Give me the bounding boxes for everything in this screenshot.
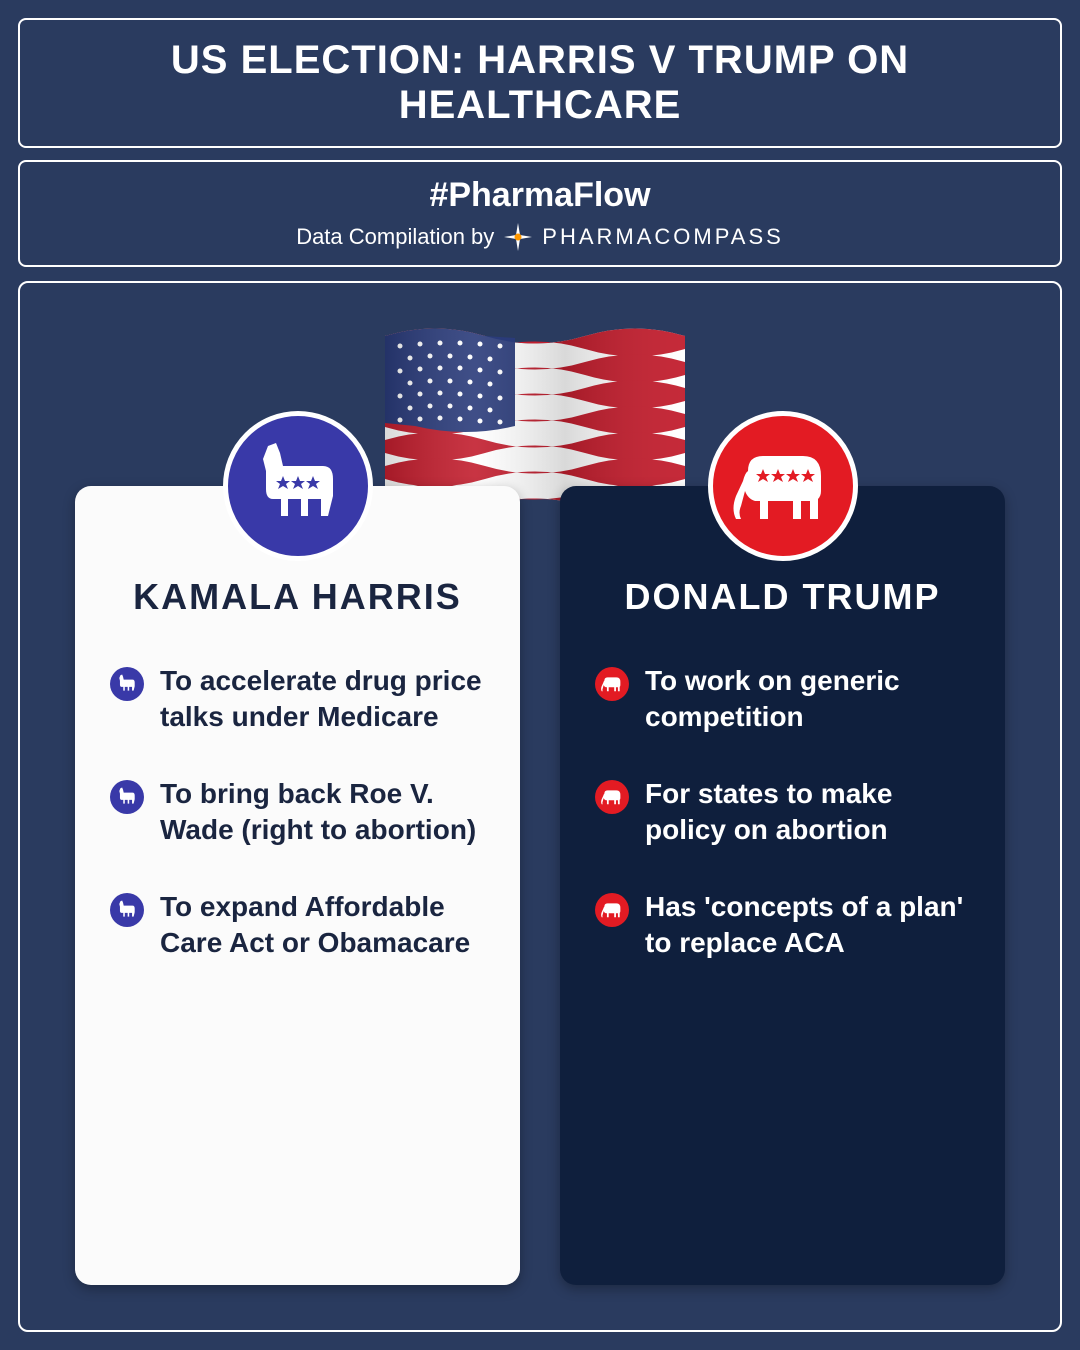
content-box: KAMALA HARRIS To accelerate drug price t… — [18, 281, 1062, 1332]
point-text: Has 'concepts of a plan' to replace ACA — [645, 889, 970, 962]
elephant-icon — [733, 441, 833, 531]
point-text: To expand Affordable Care Act or Obamaca… — [160, 889, 485, 962]
subtitle-bar: #PharmaFlow Data Compilation by PHARMACO… — [18, 160, 1062, 267]
list-item: To accelerate drug price talks under Med… — [110, 663, 485, 736]
trump-name: DONALD TRUMP — [595, 576, 970, 618]
point-text: For states to make policy on abortion — [645, 776, 970, 849]
point-text: To work on generic competition — [645, 663, 970, 736]
point-text: To accelerate drug price talks under Med… — [160, 663, 485, 736]
byline-prefix: Data Compilation by — [296, 224, 494, 250]
donkey-bullet-icon — [110, 667, 144, 701]
trump-points: To work on generic competition For state… — [595, 663, 970, 961]
comparison-cards: KAMALA HARRIS To accelerate drug price t… — [75, 486, 1005, 1285]
trump-card: DONALD TRUMP To work on generic competit… — [560, 486, 1005, 1285]
elephant-bullet-icon — [595, 667, 629, 701]
donkey-bullet-icon — [110, 893, 144, 927]
list-item: To bring back Roe V. Wade (right to abor… — [110, 776, 485, 849]
donkey-bullet-icon — [110, 780, 144, 814]
elephant-bullet-icon — [595, 893, 629, 927]
point-text: To bring back Roe V. Wade (right to abor… — [160, 776, 485, 849]
list-item: To work on generic competition — [595, 663, 970, 736]
compass-icon — [504, 223, 532, 251]
title-bar: US ELECTION: HARRIS V TRUMP ON HEALTHCAR… — [18, 18, 1062, 148]
list-item: Has 'concepts of a plan' to replace ACA — [595, 889, 970, 962]
republican-badge — [708, 411, 858, 561]
elephant-bullet-icon — [595, 780, 629, 814]
list-item: For states to make policy on abortion — [595, 776, 970, 849]
page-title: US ELECTION: HARRIS V TRUMP ON HEALTHCAR… — [38, 38, 1042, 128]
brand-name: PHARMACOMPASS — [542, 224, 784, 250]
harris-points: To accelerate drug price talks under Med… — [110, 663, 485, 961]
hashtag: #PharmaFlow — [34, 176, 1046, 215]
harris-card: KAMALA HARRIS To accelerate drug price t… — [75, 486, 520, 1285]
list-item: To expand Affordable Care Act or Obamaca… — [110, 889, 485, 962]
byline: Data Compilation by PHARMACOMPASS — [34, 223, 1046, 251]
donkey-icon — [248, 441, 348, 531]
harris-name: KAMALA HARRIS — [110, 576, 485, 618]
democrat-badge — [223, 411, 373, 561]
